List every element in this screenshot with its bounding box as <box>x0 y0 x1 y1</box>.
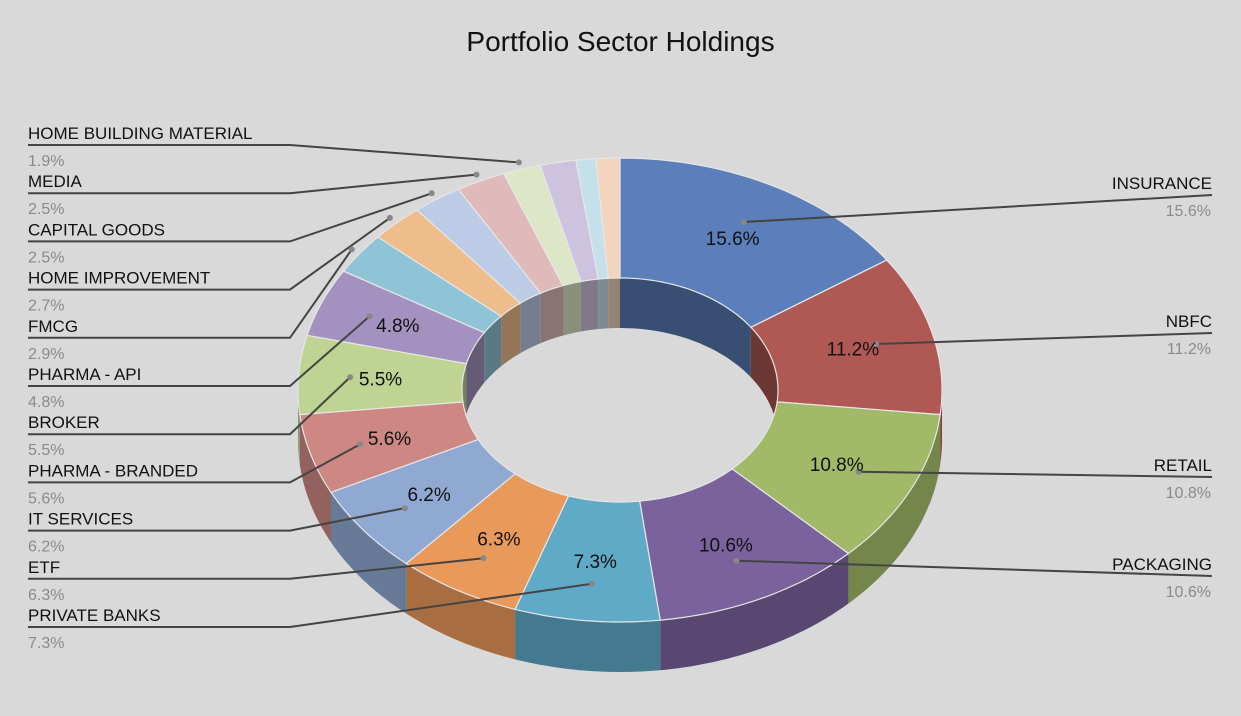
callout-line-nbfc <box>876 332 1213 345</box>
category-label: HOME IMPROVEMENT <box>28 269 210 288</box>
category-label: IT SERVICES <box>28 510 133 529</box>
callout-line-packaging <box>736 559 1213 577</box>
slice-value-label-9: 4.8% <box>376 316 419 337</box>
category-percent: 2.7% <box>28 298 64 315</box>
slice-value-label-4: 7.3% <box>574 552 617 573</box>
category-percent: 6.2% <box>28 539 64 556</box>
callout-line-pharma-api <box>28 315 371 387</box>
callout-dot <box>428 190 435 197</box>
callout-dot <box>473 171 480 178</box>
chart-title: Portfolio Sector Holdings <box>466 26 775 57</box>
slice-value-label-3: 10.6% <box>699 535 753 556</box>
category-label: MEDIA <box>28 172 83 191</box>
slice-value-label-0: 15.6% <box>706 229 760 250</box>
slice-value-label-7: 5.6% <box>368 429 411 450</box>
slice-inner-wall-9-1 <box>466 332 485 414</box>
callout-line-media <box>28 173 477 195</box>
category-label: ETF <box>28 558 60 577</box>
callout-line-broker <box>28 376 351 436</box>
category-label: CAPITAL GOODS <box>28 220 165 239</box>
category-label: HOME BUILDING MATERIAL <box>28 124 253 143</box>
slice-side-2 <box>848 414 941 604</box>
category-label: INSURANCE <box>1112 174 1212 193</box>
callout-line-etf <box>28 557 484 580</box>
donut-top <box>297 157 943 623</box>
category-percent: 5.6% <box>28 490 64 507</box>
slice-side-8 <box>298 390 300 465</box>
callout-dot <box>348 246 355 253</box>
callout-dot <box>386 214 393 221</box>
category-percent: 5.5% <box>28 442 64 459</box>
callout-line-fmcg <box>28 248 353 339</box>
category-percent: 7.3% <box>28 635 64 652</box>
category-percent: 11.2% <box>1167 341 1211 358</box>
callout-dot <box>366 313 373 320</box>
slice-inner-wall-11-1 <box>501 303 521 367</box>
category-percent: 1.9% <box>28 153 64 170</box>
category-label: PHARMA - BRANDED <box>28 461 198 480</box>
category-label: PHARMA - API <box>28 365 141 384</box>
callout-line-retail <box>858 470 1213 478</box>
callout-dot <box>855 468 862 475</box>
slice-side-5 <box>406 563 516 660</box>
callout-line-pharma-branded <box>28 443 361 484</box>
slice-inner-wall-1-0 <box>750 327 778 440</box>
slice-inner-wall-17-1 <box>608 278 620 329</box>
category-percent: 4.8% <box>28 394 64 411</box>
slice-inner-wall-16-1 <box>598 278 609 330</box>
callout-line-home-building-material <box>28 144 519 164</box>
slice-inner-wall-13-1 <box>540 285 563 344</box>
slice-inner-wall-10-1 <box>484 316 502 383</box>
callout-line-insurance <box>743 194 1213 223</box>
slice-value-label-5: 6.3% <box>477 530 520 551</box>
slice-inner-wall-14-1 <box>563 281 581 336</box>
slice-value-label-8: 5.5% <box>359 370 402 391</box>
category-label: NBFC <box>1166 312 1212 331</box>
category-label: FMCG <box>28 317 78 336</box>
callout-dot <box>401 505 408 512</box>
callout-line-capital-goods <box>28 192 433 243</box>
callout-dot <box>347 374 354 381</box>
callout-dot <box>733 557 740 564</box>
category-label: PACKAGING <box>1112 555 1212 574</box>
slice-value-label-6: 6.2% <box>407 485 450 506</box>
callout-line-private-banks <box>28 582 593 628</box>
category-percent: 6.3% <box>28 587 64 604</box>
callout-dot <box>873 341 880 347</box>
callout-dot <box>357 441 364 448</box>
category-percent: 10.8% <box>1166 485 1211 502</box>
callout-dot <box>740 219 747 225</box>
category-percent: 2.5% <box>28 201 64 218</box>
slice-value-label-2: 10.8% <box>810 455 864 476</box>
category-label: RETAIL <box>1154 456 1212 475</box>
labels: 15.6% 11.2% 10.8% 10.6% 7.3% 6.3% 6.2% 5.6% 5.5%… <box>28 124 1212 652</box>
slice-side-6 <box>331 492 407 614</box>
category-label: BROKER <box>28 413 100 432</box>
slice-side-3 <box>660 553 849 671</box>
slice-value-label-1: 11.2% <box>827 339 880 360</box>
category-percent: 15.6% <box>1166 203 1211 220</box>
category-percent: 2.9% <box>28 346 64 363</box>
slice-inner-wall-15-1 <box>580 279 599 332</box>
callout-lines <box>28 144 1213 628</box>
callout-line-it-services <box>28 507 405 532</box>
category-label: PRIVATE BANKS <box>28 606 161 625</box>
slice-inner-wall-12-1 <box>520 293 541 354</box>
callout-dot <box>515 159 522 166</box>
category-percent: 10.6% <box>1166 584 1211 601</box>
slice-side-4 <box>515 609 661 672</box>
callout-dot <box>589 580 596 587</box>
category-percent: 2.5% <box>28 249 64 266</box>
callout-line-home-improvement <box>28 217 391 291</box>
slice-17 <box>595 157 621 279</box>
callout-dot <box>480 555 487 562</box>
